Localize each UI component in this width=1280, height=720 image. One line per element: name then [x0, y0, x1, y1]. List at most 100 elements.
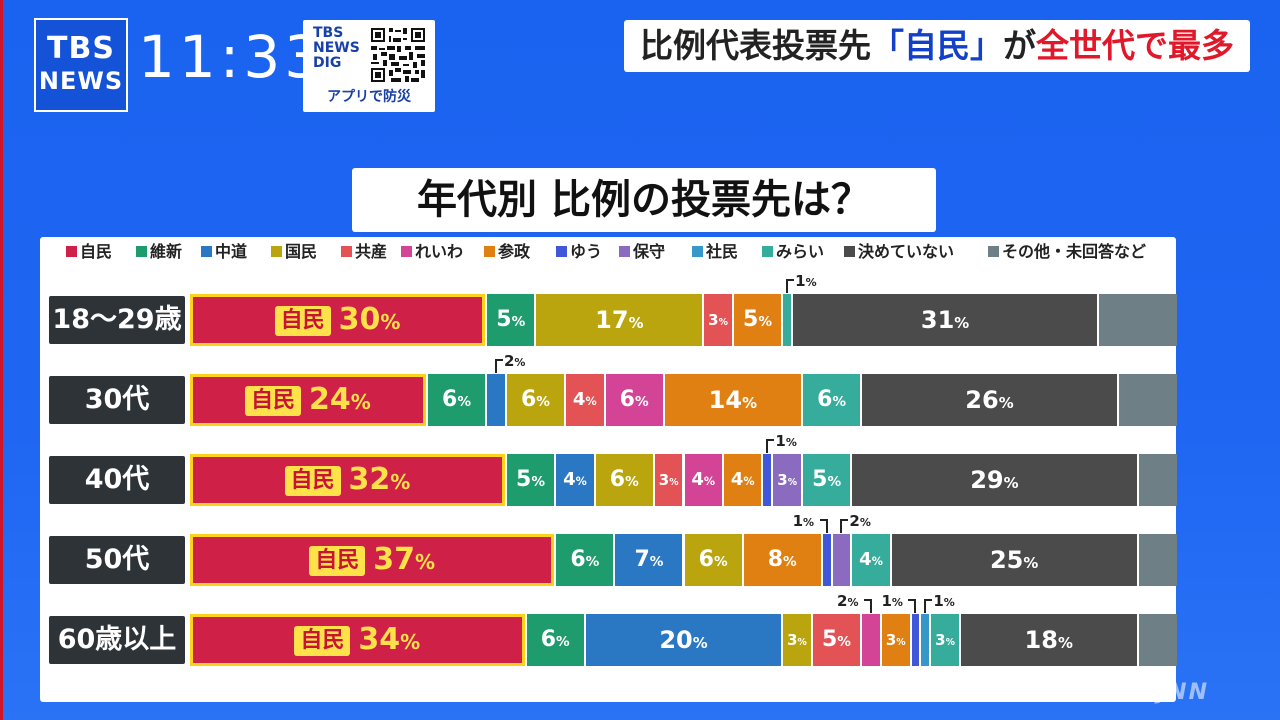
legend-swatch: [201, 246, 212, 257]
legend-swatch: [401, 246, 412, 257]
bar-segment-kyosan: 3%: [654, 454, 683, 506]
bar-segment-ishin: 6%: [526, 614, 584, 666]
data-label: 1%: [933, 592, 955, 610]
bar-segment-kokumin: 17%: [536, 294, 703, 346]
logo-line-2: NEWS: [38, 67, 124, 95]
bar-segment-undecided: 26%: [862, 374, 1117, 426]
legend-label: 共産: [355, 242, 388, 261]
dig-brand-text: TBS NEWS DIG: [313, 26, 369, 71]
bar-segment-ldp: 自民 37%: [190, 534, 555, 586]
bar-segment-hoshu: 3%: [773, 454, 801, 506]
bar-segment-kokumin: 3%: [783, 614, 811, 666]
row-label: 30代: [49, 376, 185, 424]
bar-segment-reiwa: 6%: [605, 374, 663, 426]
callout-bracket: [840, 519, 849, 533]
bar-segment-kokumin: 6%: [595, 454, 653, 506]
bar-segment-ishin: 5%: [506, 454, 555, 506]
callout-bracket: [908, 599, 917, 613]
legend-label: れいわ: [415, 242, 464, 261]
dig-caption: アプリで防災: [327, 89, 411, 105]
data-label: 24%: [309, 382, 371, 417]
bar-segment-chudo: 4%: [556, 454, 594, 506]
data-label: 4%: [859, 549, 883, 570]
data-label: 1%: [795, 272, 817, 290]
legend-label: 保守: [633, 242, 666, 261]
callout-bracket: [819, 519, 828, 533]
chart-subtitle: 年代別 比例の投票先は？: [352, 168, 936, 232]
legend-label: みらい: [776, 242, 825, 261]
data-label: 20%: [659, 626, 708, 654]
bar-segment-yuu: [822, 534, 831, 586]
legend-swatch: [692, 246, 703, 257]
data-label: 4%: [730, 469, 755, 490]
bar-segment-mirai: [783, 294, 792, 346]
bar-segment-chudo: [487, 374, 505, 426]
row-label: 40代: [49, 456, 185, 504]
data-label: 6%: [540, 627, 570, 652]
data-label: 3%: [935, 631, 955, 649]
legend-swatch: [136, 246, 147, 257]
bar-segment-other: [1138, 454, 1177, 506]
bar-segment-undecided: 25%: [891, 534, 1137, 586]
data-label: 6%: [520, 387, 550, 412]
data-label: 1%: [881, 592, 903, 610]
data-label: 18%: [1024, 626, 1073, 654]
data-label: 7%: [634, 547, 664, 572]
data-label: 3%: [885, 631, 906, 649]
data-label: 1%: [775, 432, 797, 450]
bar-segment-mirai: 6%: [802, 374, 861, 426]
jnn-watermark: JNN: [1158, 680, 1210, 705]
legend-swatch: [844, 246, 855, 257]
callout-bracket: [924, 599, 933, 613]
headline-particle: が: [1003, 26, 1036, 65]
legend-swatch: [619, 246, 630, 257]
legend-label: 維新: [150, 242, 183, 261]
bar-segment-reiwa: [862, 614, 880, 666]
bar-segment-sansei: 3%: [881, 614, 910, 666]
bar-segment-ldp: 自民 24%: [190, 374, 426, 426]
data-label: 5%: [496, 307, 526, 332]
legend-label: 中道: [215, 242, 248, 261]
data-label: 5%: [743, 307, 772, 332]
data-label: 6%: [570, 547, 600, 572]
left-red-edge: [0, 0, 3, 720]
bar-segment-sansei: 8%: [743, 534, 821, 586]
data-label: 1%: [792, 512, 815, 530]
data-label: 26%: [965, 386, 1014, 414]
legend-swatch: [484, 246, 495, 257]
bar-segment-ldp: 自民 32%: [190, 454, 505, 506]
small-value-callout: 1%: [881, 592, 917, 613]
bar-segment-ldp: 自民 34%: [190, 614, 525, 666]
legend-label: 自民: [80, 242, 113, 261]
bar-segment-other: [1138, 534, 1177, 586]
legend-swatch: [556, 246, 567, 257]
row-label: 18〜29歳: [49, 296, 185, 344]
data-label: 3%: [787, 631, 807, 649]
bar-segment-kyosan: 5%: [812, 614, 861, 666]
data-label: 2%: [837, 592, 859, 610]
bar-segment-kyosan: 3%: [704, 294, 732, 346]
bar-segment-sansei: 14%: [664, 374, 801, 426]
bar-segment-kokumin: 6%: [506, 374, 565, 426]
bar-segment-mirai: 4%: [852, 534, 890, 586]
dig-brand-line: TBS: [313, 25, 344, 41]
callout-bracket: [786, 279, 795, 293]
data-label: 6%: [817, 387, 847, 412]
ldp-badge: 自民: [309, 546, 366, 576]
legend-label: その他・未回答など: [1002, 242, 1147, 261]
row-label: 50代: [49, 536, 185, 584]
data-label: 5%: [516, 467, 545, 492]
bar-segment-ishin: 6%: [556, 534, 614, 586]
on-air-clock: 11:33: [138, 23, 326, 91]
dig-brand-line: DIG: [313, 55, 342, 71]
data-label: 4%: [691, 469, 716, 490]
data-label: 6%: [609, 467, 639, 492]
data-label: 14%: [708, 386, 757, 414]
bar-segment-other: [1118, 374, 1177, 426]
ldp-badge: 自民: [245, 386, 302, 416]
legend-swatch: [762, 246, 773, 257]
bar-segment-reiwa: 4%: [684, 454, 722, 506]
data-label: 3%: [708, 311, 728, 329]
data-label: 8%: [767, 547, 797, 572]
